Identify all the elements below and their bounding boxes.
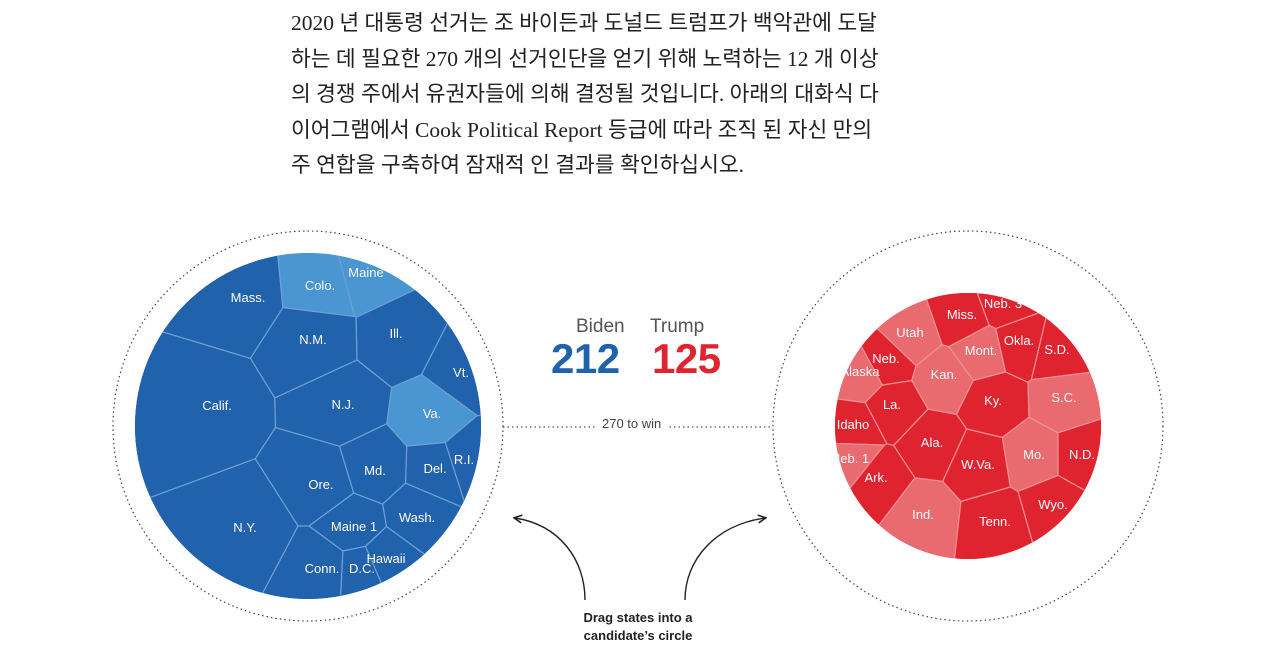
biden-label-va: Va. xyxy=(423,406,442,421)
biden-label-colo: Colo. xyxy=(305,278,335,293)
trump-label-ark: Ark. xyxy=(864,470,887,485)
trump-label-ind: Ind. xyxy=(912,507,934,522)
biden-label-n-j: N.J. xyxy=(331,397,354,412)
intro-line: 이어그램에서 Cook Political Report 등급에 따라 조직 된… xyxy=(291,117,873,142)
biden-name: Biden xyxy=(576,316,625,337)
biden-label-maine-1: Maine 1 xyxy=(331,519,377,534)
intro-paragraph: 2020 년 대통령 선거는 조 바이든과 도널드 트럼프가 백악관에 도달 하… xyxy=(291,6,981,184)
biden-label-n-m: N.M. xyxy=(299,332,326,347)
biden-label-conn: Conn. xyxy=(305,561,340,576)
trump-label-w-va: W.Va. xyxy=(961,457,995,472)
biden-label-del: Del. xyxy=(423,461,446,476)
trump-cell-s-d[interactable] xyxy=(1030,283,1111,381)
biden-label-d-c: D.C. xyxy=(349,561,375,576)
biden-label-r-i: R.I. xyxy=(454,452,474,467)
biden-label-wash: Wash. xyxy=(399,510,435,525)
trump-cell-wyo[interactable] xyxy=(1017,474,1111,569)
drag-hint-line: Drag states into a xyxy=(583,610,693,625)
trump-label-ala: Ala. xyxy=(921,435,943,450)
biden-electoral-count: 212 xyxy=(551,335,620,382)
trump-label-ky: Ky. xyxy=(984,393,1002,408)
trump-label-mont: Mont. xyxy=(965,343,998,358)
biden-label-n-y: N.Y. xyxy=(233,520,257,535)
drag-hint-line: candidate’s circle xyxy=(583,628,693,643)
biden-label-md: Md. xyxy=(364,463,386,478)
drag-arrow-left xyxy=(515,518,586,601)
trump-label-mo: Mo. xyxy=(1023,447,1045,462)
win-threshold-label: 270 to win xyxy=(596,416,668,431)
biden-label-hawaii: Hawaii xyxy=(366,551,405,566)
trump-label-wyo: Wyo. xyxy=(1038,497,1068,512)
drag-arrow-right xyxy=(684,518,765,601)
intro-line: 2020 년 대통령 선거는 조 바이든과 도널드 트럼프가 백악관에 도달 xyxy=(291,11,877,35)
trump-label-idaho: Idaho xyxy=(837,417,870,432)
trump-label-n-d: N.D. xyxy=(1069,447,1095,462)
trump-name: Trump xyxy=(650,316,705,337)
biden-drop-zone[interactable] xyxy=(112,230,504,622)
drag-hint: Drag states into a candidate’s circle xyxy=(560,609,716,645)
trump-label-neb-3: Neb. 3 xyxy=(984,296,1022,311)
trump-label-miss: Miss. xyxy=(947,307,977,322)
trump-label-s-c: S.C. xyxy=(1051,390,1076,405)
trump-label-neb-1: Neb. 1 xyxy=(831,451,869,466)
trump-label-alaska: Alaska xyxy=(840,364,880,379)
biden-label-ore: Ore. xyxy=(308,477,333,492)
trump-label-tenn: Tenn. xyxy=(979,514,1011,529)
biden-label-mass: Mass. xyxy=(231,290,266,305)
intro-line: 주 연합을 구축하여 잠재적 인 결과를 확인하십시오. xyxy=(291,153,745,177)
biden-label-vt: Vt. xyxy=(453,365,469,380)
trump-label-okla: Okla. xyxy=(1004,333,1034,348)
trump-drop-zone[interactable] xyxy=(772,230,1164,622)
trump-label-la: La. xyxy=(883,397,901,412)
trump-electoral-count: 125 xyxy=(652,335,721,382)
biden-label-calif: Calif. xyxy=(202,398,232,413)
biden-label-maine: Maine xyxy=(348,265,383,280)
intro-line: 하는 데 필요한 270 개의 선거인단을 얻기 위해 노력하는 12 개 이상 xyxy=(291,46,879,71)
trump-label-neb: Neb. xyxy=(872,351,899,366)
trump-label-s-d: S.D. xyxy=(1044,342,1069,357)
intro-line: 의 경쟁 주에서 유권자들에 의해 결정될 것입니다. 아래의 대화식 다 xyxy=(291,82,879,106)
trump-cell-tenn[interactable] xyxy=(952,486,1041,569)
trump-label-kan: Kan. xyxy=(931,367,958,382)
trump-label-utah: Utah xyxy=(896,325,923,340)
biden-label-ill: Ill. xyxy=(390,326,403,341)
